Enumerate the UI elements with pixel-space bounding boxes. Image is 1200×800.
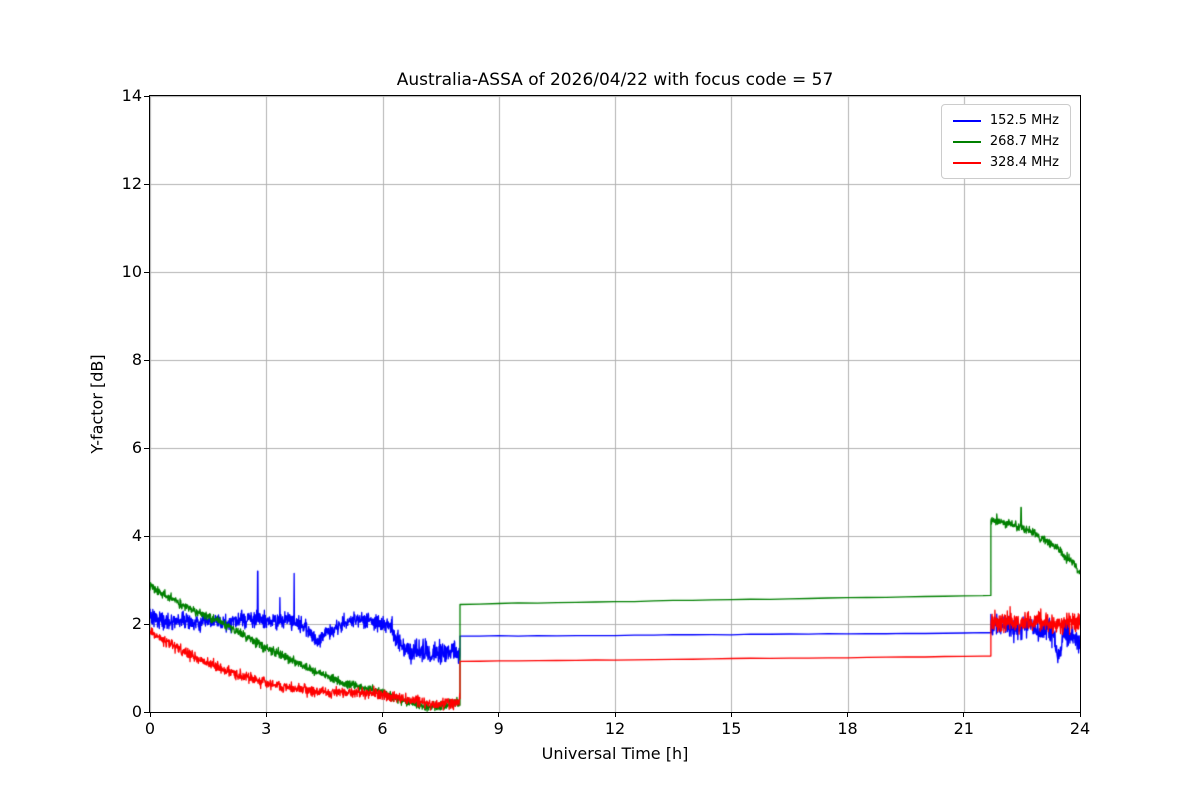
legend-item: 328.4 MHz (952, 155, 1059, 170)
y-tick-label: 8 (131, 350, 142, 369)
x-tick-mark (614, 712, 616, 717)
y-tick-label: 4 (131, 526, 142, 545)
x-tick-label: 6 (377, 719, 388, 738)
y-tick-mark (144, 535, 149, 537)
x-tick-mark (963, 712, 965, 717)
x-tick-mark (1079, 712, 1081, 717)
x-axis-label: Universal Time [h] (541, 744, 689, 763)
y-tick-mark (144, 359, 149, 361)
legend-line-swatch (952, 161, 981, 164)
chart-title: Australia-ASSA of 2026/04/22 with focus … (396, 70, 834, 90)
y-tick-label: 14 (121, 86, 142, 105)
x-tick-mark (149, 712, 151, 717)
y-tick-label: 12 (121, 174, 142, 193)
legend-line-swatch (952, 140, 981, 143)
legend-item: 268.7 MHz (952, 134, 1059, 149)
x-tick-label: 3 (261, 719, 272, 738)
y-tick-mark (144, 271, 149, 273)
x-tick-label: 15 (721, 719, 742, 738)
legend-label: 328.4 MHz (989, 155, 1059, 170)
plot-canvas (150, 96, 1080, 712)
x-tick-label: 9 (493, 719, 504, 738)
y-tick-label: 10 (121, 262, 142, 281)
x-tick-mark (382, 712, 383, 717)
plot-area: 152.5 MHz 268.7 MHz 328.4 MHz (149, 95, 1081, 713)
y-tick-mark (144, 447, 149, 449)
y-tick-mark (144, 183, 149, 185)
x-tick-label: 12 (604, 719, 626, 738)
x-tick-mark (847, 712, 848, 717)
x-tick-mark (265, 712, 267, 717)
x-tick-label: 24 (1069, 719, 1091, 738)
y-tick-mark (144, 711, 149, 713)
x-tick-label: 0 (144, 719, 156, 738)
legend-item: 152.5 MHz (952, 113, 1059, 128)
x-tick-mark (730, 712, 732, 717)
legend-line-swatch (952, 119, 981, 122)
x-tick-label: 21 (953, 719, 974, 738)
x-tick-label: 18 (837, 719, 858, 738)
legend: 152.5 MHz 268.7 MHz 328.4 MHz (940, 104, 1071, 179)
y-tick-label: 2 (131, 614, 142, 633)
legend-label: 268.7 MHz (989, 134, 1059, 149)
legend-label: 152.5 MHz (989, 113, 1059, 128)
y-tick-mark (144, 95, 149, 97)
y-tick-mark (144, 623, 149, 625)
x-tick-mark (498, 712, 500, 717)
y-tick-label: 0 (131, 702, 142, 721)
y-tick-label: 6 (131, 438, 142, 457)
